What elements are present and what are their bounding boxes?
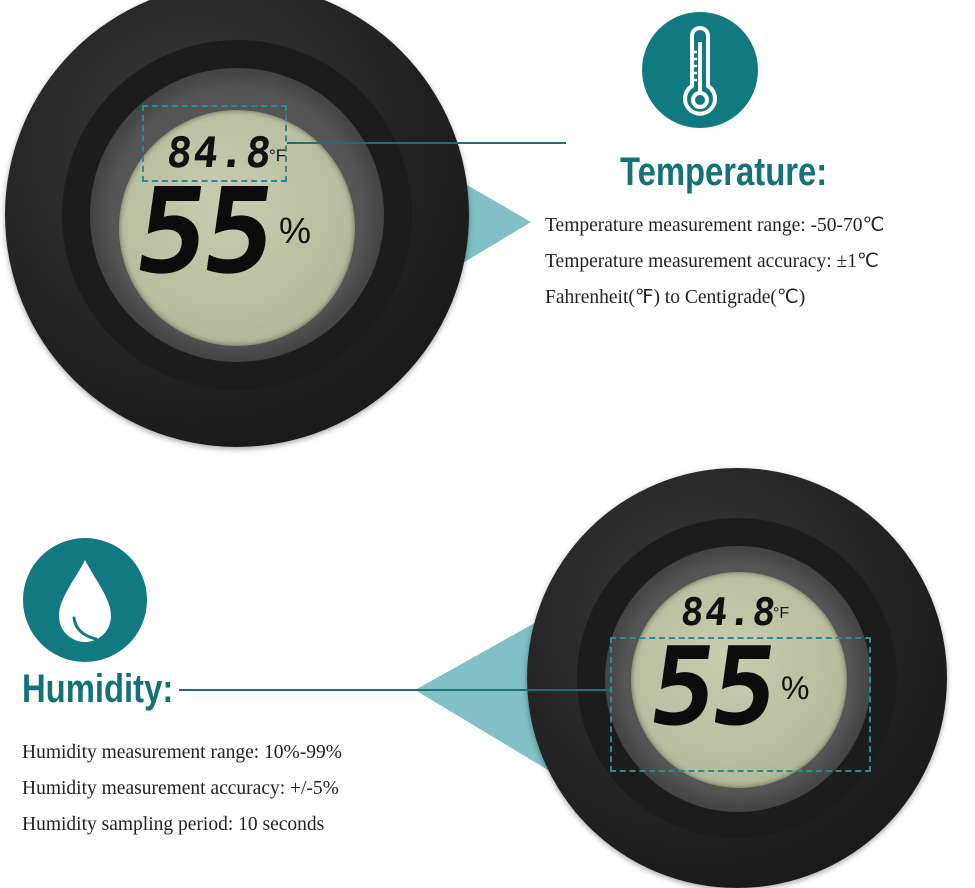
lcd-humidity-reading: 55 <box>127 162 281 300</box>
humidity-highlight-box <box>610 637 871 772</box>
humidity-spec-range: Humidity measurement range: 10%-99% <box>22 742 343 763</box>
humidity-callout-triangle <box>415 620 548 770</box>
temperature-heading: Temperature: <box>620 150 828 194</box>
thermometer-device-bottom: 84.8 °F 55 % <box>527 468 947 888</box>
water-drop-icon <box>59 560 111 642</box>
temperature-highlight-box <box>142 105 287 182</box>
temperature-spec-conversion: Fahrenheit(℉) to Centigrade(℃) <box>545 287 806 308</box>
lcd-humidity-unit: % <box>781 670 810 706</box>
lcd-screen: 84.8 °F 55 % <box>631 572 847 788</box>
temperature-icon-badge <box>642 12 758 128</box>
humidity-spec-sampling: Humidity sampling period: 10 seconds <box>22 814 325 835</box>
lcd-humidity-unit: % <box>279 210 312 251</box>
temperature-spec-range: Temperature measurement range: -50-70℃ <box>545 215 885 236</box>
thermometer-icon <box>683 26 717 116</box>
humidity-icon-badge <box>23 538 147 662</box>
humidity-heading: Humidity: <box>22 667 174 711</box>
humidity-spec-accuracy: Humidity measurement accuracy: +/-5% <box>22 778 339 799</box>
lcd-temperature-unit: °F <box>269 146 287 165</box>
lcd-screen: 84.8 °F 55 % <box>119 110 355 346</box>
temperature-spec-accuracy: Temperature measurement accuracy: ±1℃ <box>545 251 879 272</box>
lcd-temperature-unit: °F <box>773 605 790 622</box>
thermometer-device-top: 84.8 °F 55 % <box>5 0 469 447</box>
